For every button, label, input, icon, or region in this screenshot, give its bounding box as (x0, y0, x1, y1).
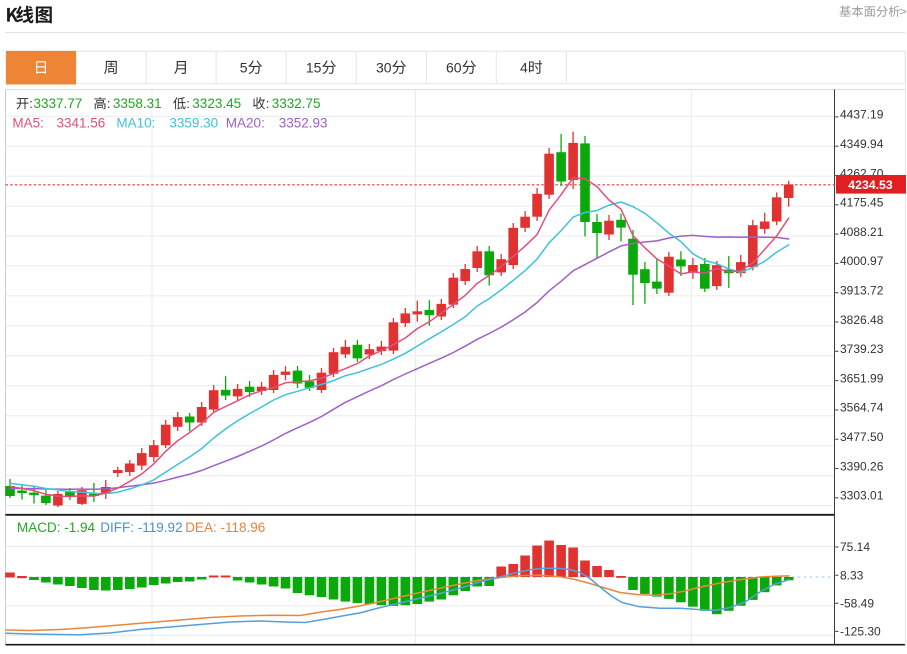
svg-text:5: 5 (240, 59, 248, 75)
svg-text:60: 60 (446, 59, 462, 75)
svg-text:MACD: -1.94: MACD: -1.94 (17, 520, 96, 535)
svg-text::: : (186, 96, 190, 111)
svg-text:3359.30: 3359.30 (169, 115, 218, 130)
svg-text:DIFF: -119.92: DIFF: -119.92 (100, 520, 182, 535)
svg-text::: : (29, 96, 33, 111)
svg-text:-58.49: -58.49 (840, 597, 874, 611)
svg-text:3332.75: 3332.75 (272, 96, 321, 111)
svg-text:DEA: -118.96: DEA: -118.96 (185, 520, 265, 535)
svg-text:3913.72: 3913.72 (840, 284, 884, 298)
svg-text:-125.30: -125.30 (840, 625, 881, 639)
svg-text:MA5:: MA5: (12, 115, 44, 130)
svg-text:4000.97: 4000.97 (840, 254, 884, 268)
svg-text:4088.21: 4088.21 (840, 225, 884, 239)
svg-text::: : (107, 96, 111, 111)
svg-text:4349.94: 4349.94 (840, 137, 884, 151)
svg-text:3352.93: 3352.93 (279, 115, 328, 130)
svg-text:4175.45: 4175.45 (840, 196, 884, 210)
svg-text:3826.48: 3826.48 (840, 313, 884, 327)
svg-text:3564.74: 3564.74 (840, 401, 884, 415)
svg-text:30: 30 (376, 59, 392, 75)
svg-text:3739.23: 3739.23 (840, 342, 884, 356)
svg-text:3323.45: 3323.45 (192, 96, 241, 111)
svg-text:3477.50: 3477.50 (840, 430, 884, 444)
svg-text:4: 4 (520, 59, 528, 75)
svg-text:4437.19: 4437.19 (840, 108, 884, 122)
svg-text:3341.56: 3341.56 (57, 115, 106, 130)
svg-text:MA10:: MA10: (116, 115, 155, 130)
svg-text::: : (266, 96, 270, 111)
svg-text:15: 15 (306, 59, 322, 75)
svg-text:3303.01: 3303.01 (840, 489, 884, 503)
svg-text:>: > (900, 5, 907, 19)
svg-text:3358.31: 3358.31 (113, 96, 162, 111)
svg-text:75.14: 75.14 (840, 540, 870, 554)
svg-text:3651.99: 3651.99 (840, 371, 884, 385)
svg-text:4234.53: 4234.53 (848, 178, 893, 192)
svg-text:3390.26: 3390.26 (840, 459, 884, 473)
svg-text:MA20:: MA20: (226, 115, 265, 130)
svg-text:3337.77: 3337.77 (34, 96, 83, 111)
svg-text:8.33: 8.33 (840, 568, 864, 582)
